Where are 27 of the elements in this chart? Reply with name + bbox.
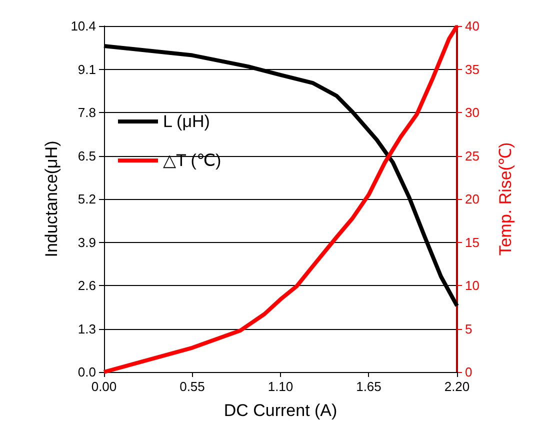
y-tick-label: 6.5 [78,148,96,164]
y2-tick-label: 10 [465,278,480,293]
x-tick-label: 0.00 [91,379,117,394]
y-tick-label: 0.0 [78,364,96,380]
y2-tick-label: 0 [465,364,472,380]
y-tick-label: 2.6 [78,278,96,293]
y-tick-label: 5.2 [78,192,96,206]
y2-tick-label: 25 [465,148,480,164]
y2-axis-title: Temp. Rise(℃) [496,142,515,256]
y-tick-label: 1.3 [78,321,96,336]
y2-tick-label: 15 [465,234,480,250]
y2-tick-label: 35 [465,62,480,77]
y2-tick-label: 5 [465,321,472,336]
y-axis-title: Inductance(μH) [42,140,61,258]
x-axis-title: DC Current (A) [224,401,338,420]
y2-tick-label: 30 [465,105,480,120]
x-tick-label: 2.20 [444,379,470,394]
y2-tick-label: 40 [465,18,480,34]
y2-tick-label: 20 [465,192,480,206]
y-tick-label: 9.1 [78,62,96,77]
y-tick-label: 7.8 [78,105,96,120]
y-tick-label: 3.9 [78,234,96,250]
x-tick-label: 1.10 [268,379,294,394]
x-tick-label: 0.55 [180,379,205,394]
y-tick-label: 10.4 [70,18,96,34]
legend-label: L (μH) [163,112,210,131]
x-tick-label: 1.65 [356,379,382,394]
